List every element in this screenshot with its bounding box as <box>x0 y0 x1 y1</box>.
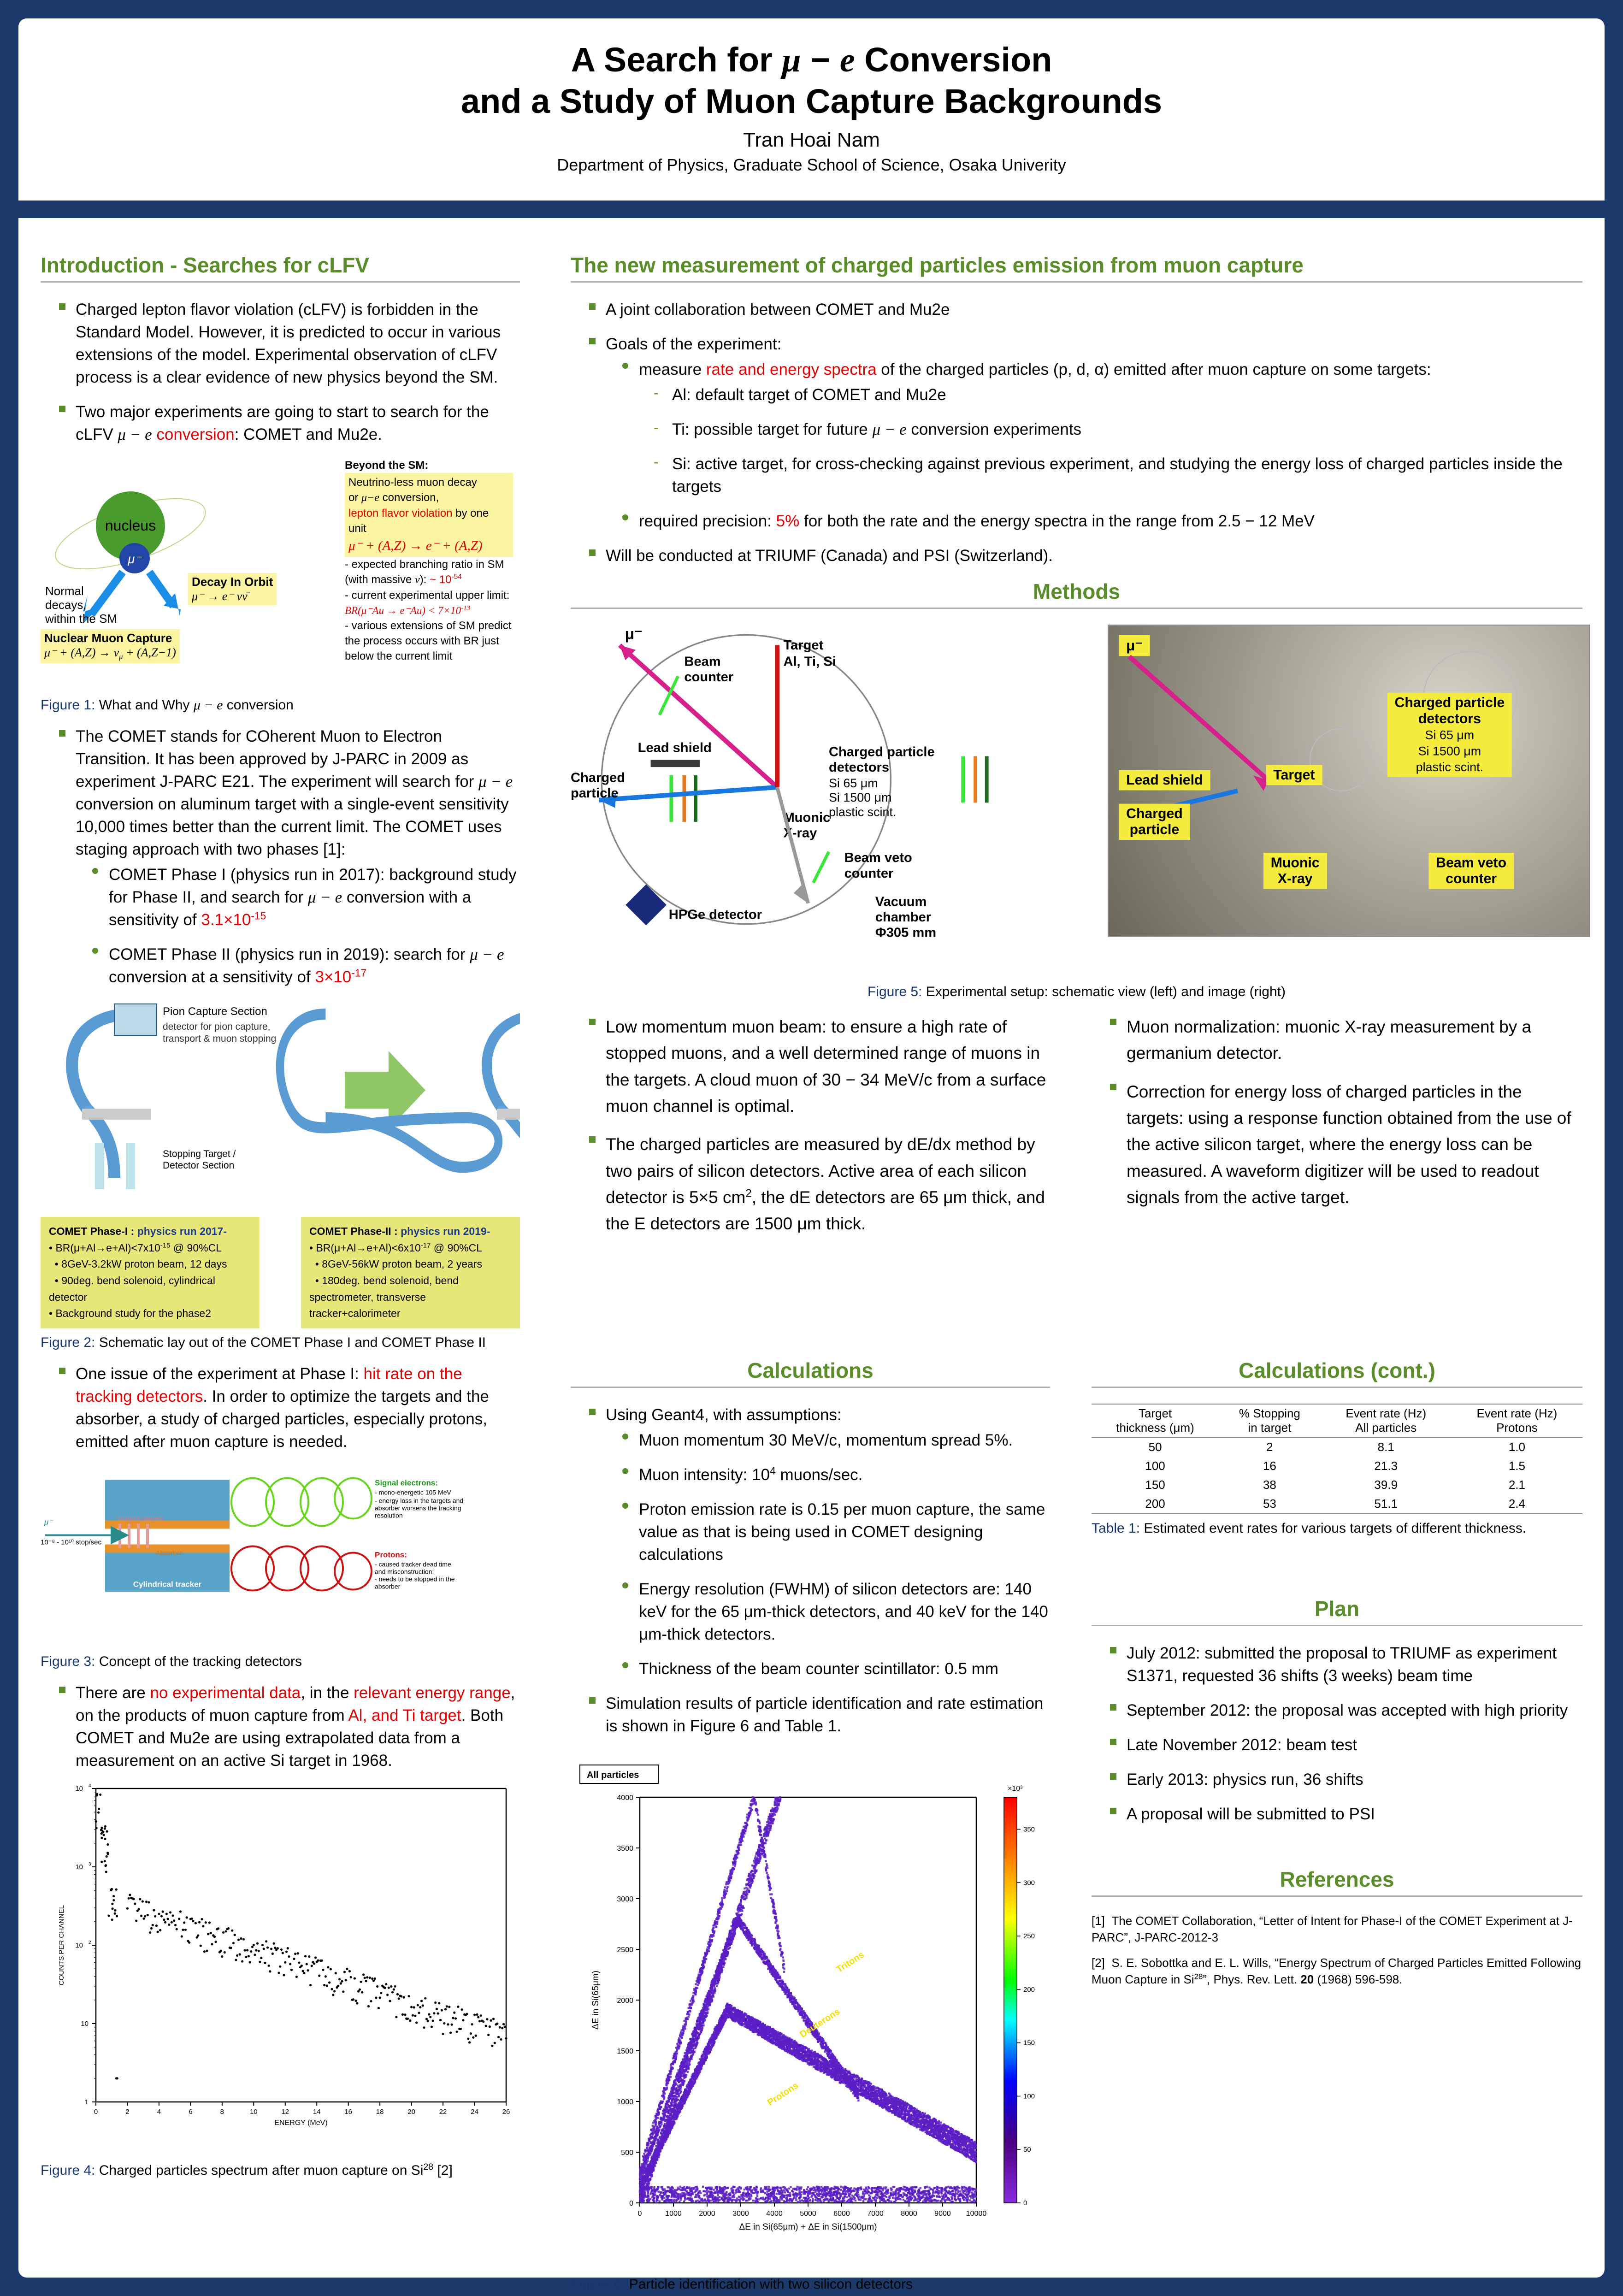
svg-text:Charged particle: Charged particle <box>829 745 935 760</box>
svg-text:Beam: Beam <box>684 655 720 669</box>
svg-text:Al, Ti, Si: Al, Ti, Si <box>783 655 836 669</box>
svg-text:10: 10 <box>250 2108 258 2116</box>
svg-text:7000: 7000 <box>867 2210 884 2218</box>
svg-text:within the SM: within the SM <box>45 612 117 626</box>
svg-text:6: 6 <box>189 2108 192 2116</box>
svg-text:4: 4 <box>157 2108 161 2116</box>
svg-text:All particles: All particles <box>587 1770 639 1780</box>
svg-text:Normal: Normal <box>45 584 84 598</box>
svg-text:transport & muon stopping: transport & muon stopping <box>163 1033 276 1044</box>
svg-text:2: 2 <box>125 2108 129 2116</box>
svg-text:and misconstruction;: and misconstruction; <box>375 1568 434 1575</box>
svg-text:2000: 2000 <box>617 1997 633 2005</box>
svg-text:Pion Capture Section: Pion Capture Section <box>163 1005 267 1018</box>
svg-text:12: 12 <box>281 2108 289 2116</box>
svg-text:20: 20 <box>407 2108 415 2116</box>
svg-text:22: 22 <box>439 2108 447 2116</box>
svg-text:4000: 4000 <box>766 2210 783 2218</box>
svg-text:particle: particle <box>571 786 619 801</box>
svg-text:1500: 1500 <box>617 2048 633 2055</box>
svg-text:- needs to be stopped in the: - needs to be stopped in the <box>375 1575 455 1582</box>
svg-text:Detector Section: Detector Section <box>163 1160 234 1171</box>
svg-text:0: 0 <box>629 2200 633 2207</box>
svg-text:24: 24 <box>471 2108 478 2116</box>
svg-text:Protons:: Protons: <box>375 1550 407 1559</box>
svg-text:10: 10 <box>75 1863 83 1871</box>
svg-text:Signal electrons:: Signal electrons: <box>375 1478 438 1487</box>
svg-text:- mono-energetic 105 MeV: - mono-energetic 105 MeV <box>375 1488 451 1496</box>
svg-text:resolution: resolution <box>375 1511 403 1519</box>
svg-text:Muonic: Muonic <box>783 810 830 825</box>
svg-text:3500: 3500 <box>617 1845 633 1853</box>
svg-text:nucleus: nucleus <box>105 517 156 534</box>
svg-text:plastic scint.: plastic scint. <box>829 805 896 819</box>
svg-text:0: 0 <box>638 2210 642 2218</box>
svg-text:Lead shield: Lead shield <box>638 741 712 755</box>
svg-text:10: 10 <box>75 1785 83 1793</box>
svg-text:1000: 1000 <box>617 2098 633 2106</box>
svg-text:detector for pion capture,: detector for pion capture, <box>163 1021 270 1032</box>
svg-text:Charged: Charged <box>571 771 625 785</box>
svg-text:- caused tracker dead time: - caused tracker dead time <box>375 1560 451 1568</box>
svg-text:Beam veto: Beam veto <box>844 850 912 865</box>
svg-text:counter: counter <box>684 670 733 685</box>
svg-text:16: 16 <box>344 2108 352 2116</box>
svg-text:Vacuum: Vacuum <box>875 894 927 909</box>
svg-text:- energy loss in the targets a: - energy loss in the targets and <box>375 1497 463 1504</box>
svg-text:10⁻⁸ - 10¹⁰ stop/sec: 10⁻⁸ - 10¹⁰ stop/sec <box>41 1538 101 1546</box>
svg-text:Cylindrical tracker: Cylindrical tracker <box>133 1580 202 1588</box>
svg-text:9000: 9000 <box>934 2210 951 2218</box>
svg-text:Φ305 mm: Φ305 mm <box>875 926 936 940</box>
svg-text:8000: 8000 <box>901 2210 917 2218</box>
svg-text:2: 2 <box>89 1940 91 1945</box>
svg-text:1: 1 <box>85 2098 89 2106</box>
svg-text:μ⁻: μ⁻ <box>127 552 142 566</box>
svg-text:500: 500 <box>621 2149 633 2157</box>
svg-text:3: 3 <box>89 1862 91 1867</box>
svg-text:μ⁻: μ⁻ <box>625 626 643 643</box>
svg-text:2000: 2000 <box>699 2210 715 2218</box>
svg-text:2500: 2500 <box>617 1946 633 1954</box>
svg-text:0: 0 <box>94 2108 98 2116</box>
svg-text:absorber worsens the tracking: absorber worsens the tracking <box>375 1504 461 1511</box>
svg-text:8: 8 <box>220 2108 224 2116</box>
svg-text:18: 18 <box>376 2108 384 2116</box>
svg-text:4: 4 <box>89 1784 91 1788</box>
svg-text:detectors: detectors <box>829 760 889 775</box>
svg-text:HPGe detector: HPGe detector <box>669 907 762 922</box>
svg-text:Si 1500 μm: Si 1500 μm <box>829 791 892 804</box>
svg-text:decays,: decays, <box>45 598 87 612</box>
svg-text:1000: 1000 <box>665 2210 682 2218</box>
svg-text:COUNTS PER CHANNEL: COUNTS PER CHANNEL <box>58 1905 65 1985</box>
svg-text:counter: counter <box>844 866 894 881</box>
svg-text:ΔE in Si(65μm) + ΔE in Si(1500: ΔE in Si(65μm) + ΔE in Si(1500μm) <box>739 2222 877 2232</box>
svg-text:ENERGY (MeV): ENERGY (MeV) <box>274 2119 327 2127</box>
svg-text:Si 65 μm: Si 65 μm <box>829 776 878 790</box>
svg-text:10: 10 <box>75 1942 83 1949</box>
svg-text:Stopping targets: Stopping targets <box>116 1514 163 1522</box>
svg-text:absorber: absorber <box>375 1582 401 1590</box>
svg-text:10000: 10000 <box>966 2210 987 2218</box>
svg-text:6000: 6000 <box>833 2210 850 2218</box>
svg-text:4000: 4000 <box>617 1794 633 1802</box>
svg-text:26: 26 <box>502 2108 510 2116</box>
svg-text:Target: Target <box>783 638 823 653</box>
svg-text:μ⁻: μ⁻ <box>44 1517 53 1526</box>
svg-text:5000: 5000 <box>800 2210 816 2218</box>
svg-text:chamber: chamber <box>875 910 931 925</box>
svg-text:14: 14 <box>313 2108 321 2116</box>
svg-text:10: 10 <box>81 2020 89 2028</box>
svg-text:ΔE in Si(65μm): ΔE in Si(65μm) <box>591 1971 601 2030</box>
svg-text:Stopping Target /: Stopping Target / <box>163 1149 236 1159</box>
svg-text:3000: 3000 <box>617 1895 633 1903</box>
svg-text:3000: 3000 <box>732 2210 749 2218</box>
svg-text:Absorber: Absorber <box>156 1549 182 1556</box>
